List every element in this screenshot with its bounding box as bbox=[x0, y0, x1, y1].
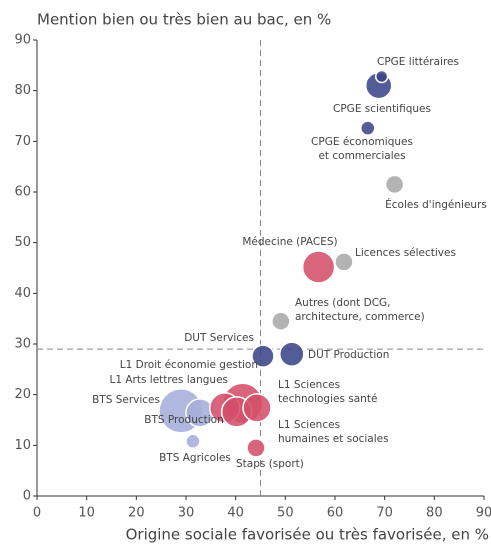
y-tick-label: 20 bbox=[14, 387, 31, 402]
point-label: CPGE littéraires bbox=[377, 56, 459, 68]
y-tick-label: 80 bbox=[14, 83, 31, 98]
bubble bbox=[301, 250, 336, 284]
x-axis-title: Origine sociale favorisée ou très favori… bbox=[126, 526, 489, 544]
bubble bbox=[251, 344, 275, 368]
point-label: Médecine (PACES) bbox=[242, 236, 337, 248]
point-label: DUT Services bbox=[184, 332, 254, 344]
chart-title: Mention bien ou très bien au bac, en % bbox=[37, 11, 331, 29]
point-label: Autres (dont DCG, bbox=[295, 297, 391, 309]
point-label: CPGE économiques bbox=[311, 136, 413, 148]
point-label: CPGE scientifiques bbox=[333, 103, 431, 115]
bubble bbox=[271, 311, 291, 331]
x-tick-label: 50 bbox=[277, 506, 294, 521]
x-tick-label: 10 bbox=[78, 506, 95, 521]
point-label: BTS Agricoles bbox=[159, 452, 231, 464]
point-label: et commerciales bbox=[318, 150, 405, 162]
y-tick-label: 50 bbox=[14, 235, 31, 250]
y-tick-label: 0 bbox=[23, 489, 31, 504]
point-label: L1 Sciences bbox=[278, 419, 340, 431]
x-tick-label: 20 bbox=[128, 506, 145, 521]
x-tick-label: 60 bbox=[327, 506, 344, 521]
point-label: L1 Droit économie gestion bbox=[120, 359, 258, 371]
bubble bbox=[279, 341, 305, 367]
bubble bbox=[360, 120, 376, 136]
point-label: BTS Production bbox=[144, 414, 223, 426]
point-label: technologies santé bbox=[278, 393, 377, 405]
y-tick-label: 60 bbox=[14, 185, 31, 200]
x-tick-label: 40 bbox=[227, 506, 244, 521]
y-tick-label: 40 bbox=[14, 286, 31, 301]
point-label: DUT Production bbox=[308, 349, 389, 361]
point-label: Staps (sport) bbox=[236, 458, 304, 470]
point-label: L1 Arts lettres langues bbox=[109, 374, 228, 386]
x-tick-label: 70 bbox=[376, 506, 393, 521]
bubble bbox=[384, 174, 405, 195]
point-label: architecture, commerce) bbox=[295, 311, 425, 323]
bubble bbox=[242, 393, 272, 423]
bubble bbox=[246, 438, 266, 458]
point-label: Écoles d'ingénieurs bbox=[385, 198, 487, 211]
y-tick-label: 10 bbox=[14, 438, 31, 453]
y-tick-label: 90 bbox=[14, 33, 31, 48]
bubble bbox=[185, 433, 201, 450]
point-label: humaines et sociales bbox=[278, 433, 389, 445]
y-tick-label: 30 bbox=[14, 337, 31, 352]
x-tick-label: 30 bbox=[178, 506, 195, 521]
x-tick-label: 80 bbox=[426, 506, 443, 521]
point-label: BTS Services bbox=[92, 394, 160, 406]
point-label: L1 Sciences bbox=[278, 379, 340, 391]
y-tick-label: 70 bbox=[14, 134, 31, 149]
x-tick-label: 0 bbox=[33, 506, 41, 521]
bubble bbox=[374, 69, 389, 84]
x-tick-label: 90 bbox=[476, 506, 491, 521]
point-label: Licences sélectives bbox=[355, 247, 456, 259]
bubble bbox=[334, 252, 354, 272]
